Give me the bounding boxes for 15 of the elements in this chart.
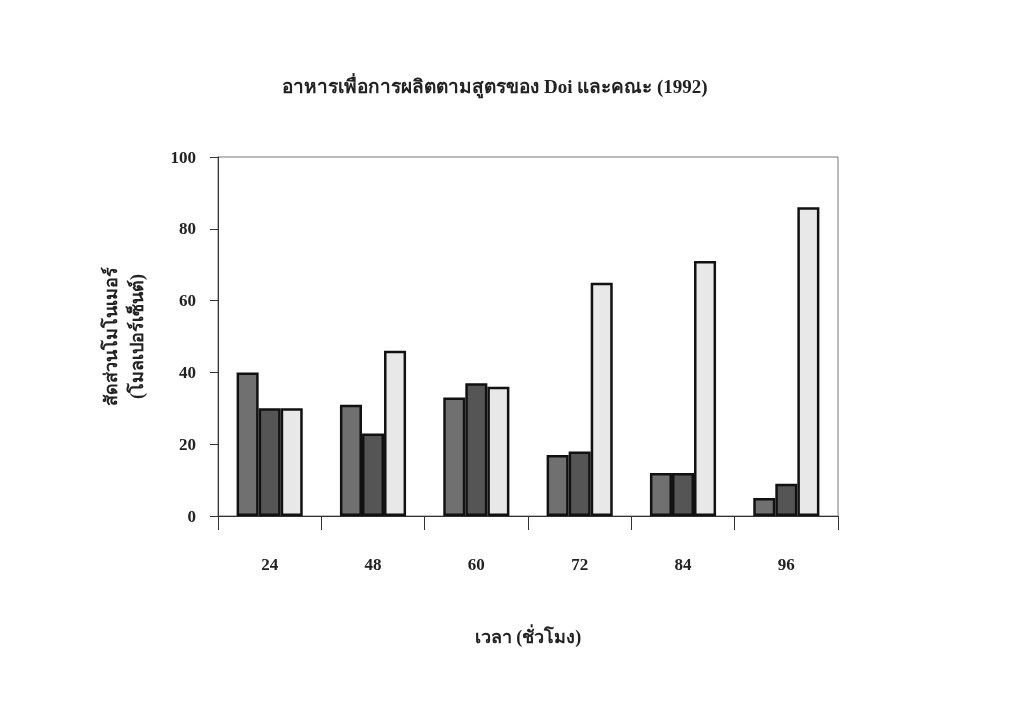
chart-title: อาหารเพื่อการผลิตตามสูตรของ Doi และคณะ (1992) [282, 73, 708, 99]
x-tick-label: 96 [777, 555, 795, 574]
y-tick-label: 100 [170, 147, 196, 167]
x-axis-title: เวลา (ชั่วโมง) [474, 624, 582, 648]
x-tick-label: 48 [364, 555, 382, 574]
x-tick-label: 72 [571, 555, 589, 574]
y-tick-label: 40 [179, 362, 196, 382]
y-axis-title: สัดส่วนโมโนเมอร์ (โมลเปอร์เซ็นต์) [100, 267, 148, 406]
x-tick-label: 84 [674, 555, 692, 574]
x-tick-label: 24 [261, 555, 279, 574]
x-tick-label: 60 [467, 555, 485, 574]
y-tick-label: 0 [187, 506, 196, 526]
y-tick-label: 60 [179, 291, 196, 311]
y-tick-label: 80 [179, 219, 196, 239]
y-tick-label: 20 [179, 434, 196, 454]
